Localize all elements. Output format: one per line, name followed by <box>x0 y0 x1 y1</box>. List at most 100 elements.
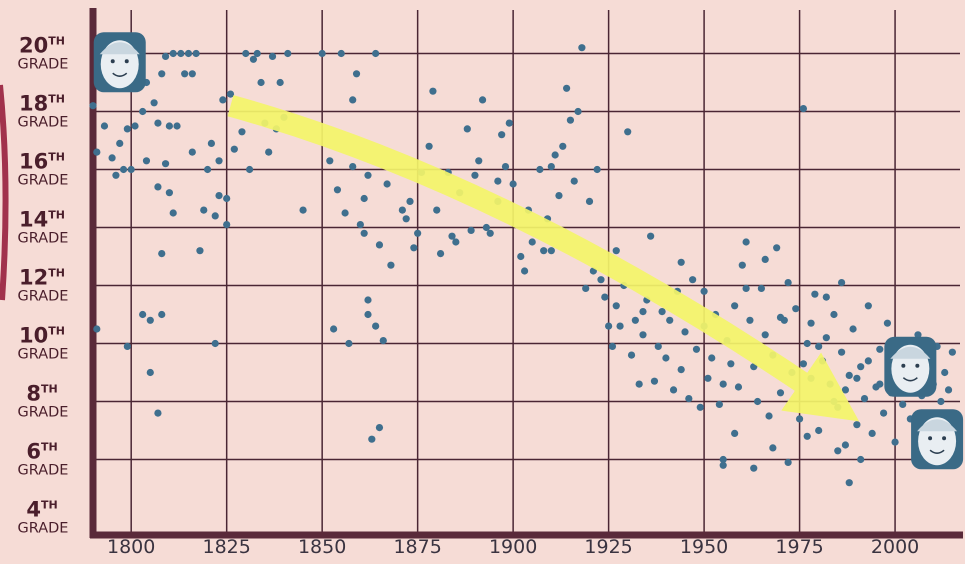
data-point <box>815 342 823 350</box>
data-point <box>337 49 345 58</box>
data-point <box>666 316 674 324</box>
data-point <box>414 229 422 237</box>
data-point <box>624 128 632 136</box>
trend-arrow <box>227 95 860 422</box>
data-point <box>345 339 353 348</box>
y-tick-grade-label: GRADE <box>18 289 69 305</box>
data-point <box>769 444 777 452</box>
data-point <box>352 70 361 78</box>
data-point <box>161 160 170 168</box>
portrait-mouth <box>902 377 918 382</box>
data-point <box>368 435 376 443</box>
data-point <box>230 145 238 153</box>
portrait-mouth <box>112 72 128 77</box>
data-point <box>478 96 487 104</box>
data-point <box>845 479 853 487</box>
data-point <box>253 49 261 58</box>
data-point <box>181 70 189 78</box>
data-point <box>93 148 101 156</box>
data-point <box>265 148 273 156</box>
data-point <box>860 395 869 403</box>
data-point <box>173 122 181 130</box>
data-point <box>708 354 716 362</box>
data-point <box>734 383 743 391</box>
data-point <box>475 157 483 165</box>
data-point <box>177 49 185 58</box>
data-point <box>238 128 246 136</box>
y-tick-grade-label: GRADE <box>18 463 69 479</box>
data-point <box>608 342 617 350</box>
data-point <box>738 261 746 269</box>
data-point <box>834 447 842 455</box>
data-point <box>658 308 666 316</box>
data-point <box>509 180 517 188</box>
data-point <box>226 90 235 98</box>
data-point <box>215 157 223 165</box>
data-point <box>719 455 727 464</box>
x-tick-label: 1800 <box>107 536 155 558</box>
data-point <box>597 276 605 284</box>
y-tick-suffix: TH <box>48 209 65 222</box>
data-point <box>379 337 387 345</box>
data-point <box>605 322 613 330</box>
data-point <box>876 345 884 353</box>
data-point <box>146 316 154 324</box>
data-point <box>402 215 410 223</box>
data-point <box>219 96 227 104</box>
data-point <box>467 226 475 234</box>
data-point <box>689 276 697 284</box>
data-point <box>761 331 769 339</box>
data-point <box>566 116 575 124</box>
x-tick-label: 1975 <box>775 536 823 558</box>
data-point <box>799 105 808 113</box>
x-axis-labels: 1800 1825 1850 1875 1900 1925 1950 1975 2000 <box>107 536 919 558</box>
x-tick-label: 1825 <box>202 536 250 558</box>
data-point <box>753 397 762 406</box>
data-point <box>433 206 441 214</box>
data-point <box>776 389 785 397</box>
portrait-eye <box>110 59 115 64</box>
data-point <box>547 163 555 171</box>
data-point <box>677 258 685 266</box>
data-point <box>899 400 907 408</box>
y-tick-suffix: TH <box>48 93 65 106</box>
y-tick-grade-label: GRADE <box>18 173 69 189</box>
y-tick-suffix: TH <box>41 441 58 454</box>
data-point <box>582 284 590 292</box>
data-point <box>761 255 769 263</box>
data-point <box>540 247 548 255</box>
data-point <box>169 209 177 217</box>
data-point <box>116 139 124 147</box>
data-point <box>883 319 892 327</box>
data-point <box>692 345 701 353</box>
data-point <box>100 122 109 130</box>
data-point <box>864 357 872 365</box>
data-point <box>765 412 773 420</box>
data-point <box>223 221 231 229</box>
data-point <box>750 464 758 472</box>
y-tick-grade-label: GRADE <box>18 57 69 73</box>
data-point <box>520 267 529 275</box>
y-tick-suffix: TH <box>48 325 65 338</box>
data-point <box>803 339 811 348</box>
data-point <box>158 310 166 319</box>
data-point <box>318 49 326 58</box>
data-point <box>200 206 208 214</box>
data-point <box>669 386 678 394</box>
data-point <box>372 322 380 330</box>
data-point <box>822 293 830 301</box>
data-point <box>803 432 811 440</box>
data-point <box>551 151 559 159</box>
data-point <box>941 368 949 377</box>
data-point <box>268 52 277 61</box>
data-point <box>498 131 506 139</box>
data-point <box>555 192 563 200</box>
data-point <box>486 229 494 237</box>
data-point <box>142 157 151 165</box>
data-point <box>727 360 735 368</box>
data-point <box>948 348 956 356</box>
data-point <box>89 102 97 110</box>
